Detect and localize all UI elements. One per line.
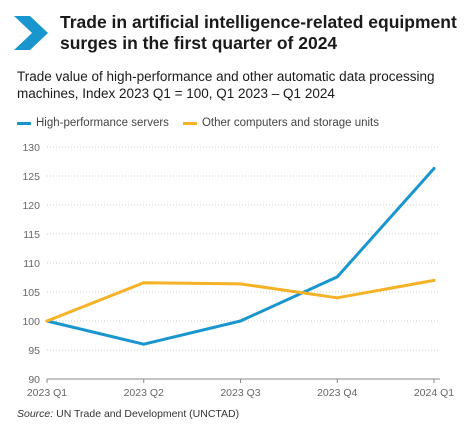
chart-subtitle: Trade value of high-performance and othe… xyxy=(17,69,435,101)
chart-title: Trade in artificial intelligence-related… xyxy=(60,12,457,53)
data-point xyxy=(239,319,242,323)
data-point xyxy=(335,275,339,279)
data-point xyxy=(142,281,146,285)
x-tick-label: 2023 Q3 xyxy=(220,387,260,399)
legend-label-other: Other computers and storage units xyxy=(201,117,380,129)
legend: High-performance servers Other computers… xyxy=(17,117,393,129)
y-tick-label: 115 xyxy=(23,229,40,241)
legend-swatch-other xyxy=(182,121,197,125)
source-text: UN Trade and Development (UNCTAD) xyxy=(53,408,240,420)
x-tick-label: 2024 Q1 xyxy=(414,387,454,399)
data-point xyxy=(45,319,49,323)
y-tick-label: 95 xyxy=(28,345,40,357)
series-line-other xyxy=(45,278,436,323)
y-tick-label: 110 xyxy=(23,258,40,270)
data-point xyxy=(432,278,436,282)
y-tick-label: 100 xyxy=(22,316,40,328)
y-tick-label: 105 xyxy=(22,287,40,299)
source-label: Source: xyxy=(17,408,54,420)
legend-swatch-servers xyxy=(17,121,31,125)
x-tick-label: 2023 Q1 xyxy=(27,387,67,399)
data-point xyxy=(335,296,339,300)
x-tick-label: 2023 Q4 xyxy=(317,387,357,399)
data-point xyxy=(142,342,146,346)
y-tick-label: 130 xyxy=(22,142,40,154)
series-line-servers xyxy=(45,166,436,346)
chevron-logo-icon xyxy=(14,16,48,50)
legend-label-servers: High-performance servers xyxy=(36,117,169,129)
data-point xyxy=(432,166,436,170)
data-point xyxy=(239,282,242,286)
source-note: Source: UN Trade and Development (UNCTAD… xyxy=(17,408,239,420)
y-tick-label: 90 xyxy=(28,374,40,386)
legend-item-other: Other computers and storage units xyxy=(182,117,380,129)
y-tick-label: 125 xyxy=(22,171,40,183)
y-tick-label: 120 xyxy=(22,200,40,212)
x-tick-label: 2023 Q2 xyxy=(124,387,164,399)
legend-item-servers: High-performance servers xyxy=(17,117,169,129)
